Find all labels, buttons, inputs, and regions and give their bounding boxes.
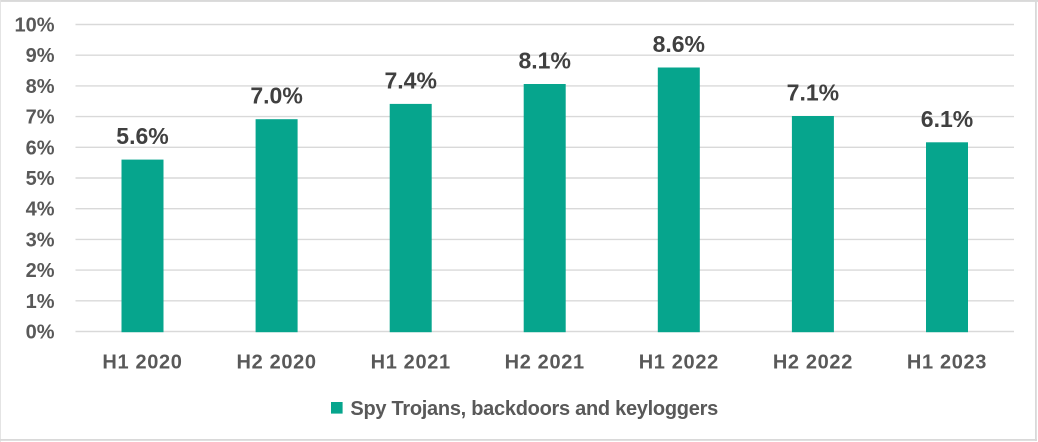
svg-text:9%: 9% [26, 45, 55, 67]
svg-text:7.1%: 7.1% [787, 80, 839, 106]
svg-text:7%: 7% [26, 107, 55, 129]
svg-text:H2 2022: H2 2022 [773, 352, 853, 374]
svg-text:7.4%: 7.4% [384, 67, 436, 93]
svg-text:H1 2023: H1 2023 [907, 352, 987, 374]
svg-text:3%: 3% [26, 229, 55, 251]
svg-text:8%: 8% [26, 76, 55, 98]
svg-text:4%: 4% [26, 199, 55, 221]
svg-text:1%: 1% [26, 291, 55, 313]
svg-text:H1 2020: H1 2020 [102, 352, 182, 374]
svg-text:H1 2021: H1 2021 [371, 352, 451, 374]
svg-text:6.1%: 6.1% [921, 106, 973, 132]
svg-text:8.1%: 8.1% [518, 48, 570, 74]
svg-text:2%: 2% [26, 260, 55, 282]
svg-text:H2 2021: H2 2021 [505, 352, 585, 374]
svg-text:6%: 6% [26, 137, 55, 159]
svg-text:0%: 0% [26, 322, 55, 344]
svg-text:7.0%: 7.0% [250, 83, 302, 109]
svg-text:5.6%: 5.6% [116, 123, 168, 149]
svg-text:5%: 5% [26, 168, 55, 190]
svg-text:8.6%: 8.6% [653, 31, 705, 57]
svg-text:H2 2020: H2 2020 [237, 352, 317, 374]
svg-text:Spy Trojans, backdoors and key: Spy Trojans, backdoors and keyloggers [350, 398, 718, 420]
svg-text:H1 2022: H1 2022 [639, 352, 719, 374]
svg-text:10%: 10% [14, 15, 54, 37]
